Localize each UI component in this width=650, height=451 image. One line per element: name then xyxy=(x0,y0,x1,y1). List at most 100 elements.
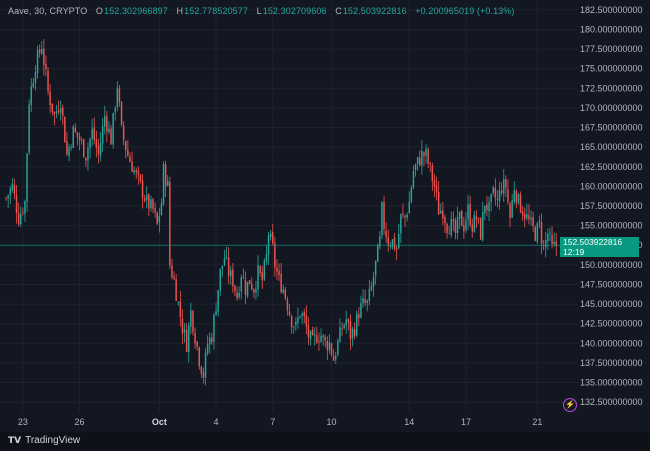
candle-body xyxy=(215,310,217,316)
candle-body xyxy=(93,127,95,141)
candle-body xyxy=(192,311,194,333)
candle-body xyxy=(442,210,444,219)
candle-body xyxy=(158,215,161,223)
low-key: L xyxy=(256,6,262,16)
candle-body xyxy=(534,227,536,241)
candle-body xyxy=(542,245,545,247)
candle-body xyxy=(330,343,333,355)
candle-body xyxy=(316,335,318,343)
candle-body xyxy=(299,316,301,318)
candle-body xyxy=(209,337,211,345)
candle-body xyxy=(385,230,387,238)
candle-body xyxy=(211,337,213,343)
y-tick-label: 135.000000000 xyxy=(580,378,643,388)
candle-body xyxy=(524,213,526,220)
candle-body xyxy=(32,82,35,88)
candle-body xyxy=(337,340,339,355)
candle-body xyxy=(377,244,379,262)
y-tick-label: 157.500000000 xyxy=(580,201,643,211)
candle-body xyxy=(17,213,20,225)
candle-body xyxy=(505,179,507,189)
candle-body xyxy=(261,272,263,281)
candle-body xyxy=(286,299,289,311)
candle-body xyxy=(104,115,106,127)
candle-body xyxy=(471,224,473,232)
candle-body xyxy=(118,88,121,103)
candle-body xyxy=(179,301,182,318)
candle-body xyxy=(540,221,543,244)
candle-body xyxy=(169,182,171,266)
candle-body xyxy=(408,201,410,214)
candle-body xyxy=(494,187,497,198)
candle-body xyxy=(465,220,467,231)
candle-body xyxy=(150,199,152,209)
candle-body xyxy=(301,313,303,316)
candle-body xyxy=(280,273,282,293)
candle-body xyxy=(70,146,72,148)
candle-body xyxy=(469,203,471,225)
candle-body xyxy=(362,297,364,304)
candle-body xyxy=(148,194,150,209)
candle-body xyxy=(515,190,518,203)
candle-body xyxy=(454,220,457,233)
candle-body xyxy=(555,241,557,246)
candle-body xyxy=(131,161,133,172)
candle-body xyxy=(545,239,547,248)
candle-body xyxy=(456,217,459,234)
lightning-icon[interactable]: ⚡ xyxy=(563,398,577,412)
candle-body xyxy=(528,215,530,220)
y-tick-label: 150.000000000 xyxy=(580,260,643,270)
candle-body xyxy=(288,311,291,315)
candle-body xyxy=(435,185,438,193)
candle-body xyxy=(244,279,247,295)
candle-body xyxy=(389,245,392,247)
candle-body xyxy=(64,117,66,143)
candle-body xyxy=(492,187,494,193)
candle-body xyxy=(500,190,503,193)
y-tick-label: 180.000000000 xyxy=(580,24,643,34)
candle-body xyxy=(368,288,371,301)
candle-body xyxy=(238,293,240,297)
candle-body xyxy=(295,321,297,326)
x-tick-label: 14 xyxy=(404,417,414,427)
x-tick-label: 26 xyxy=(75,417,85,427)
footer-bar: TV TradingView xyxy=(0,432,650,451)
candle-body xyxy=(188,325,190,353)
y-tick-label: 132.500000000 xyxy=(580,397,643,407)
candle-body xyxy=(36,50,39,74)
candle-body xyxy=(108,128,110,133)
candle-body xyxy=(49,91,51,105)
candle-body xyxy=(236,292,238,299)
candle-body xyxy=(38,49,41,53)
candle-body xyxy=(110,128,112,145)
candle-body xyxy=(320,335,322,342)
candle-body xyxy=(437,192,440,215)
candle-body xyxy=(318,341,320,343)
candle-body xyxy=(259,266,261,274)
candle-body xyxy=(398,233,400,249)
candle-body xyxy=(143,198,146,201)
candle-body xyxy=(307,325,310,338)
candle-body xyxy=(167,180,169,186)
candle-body xyxy=(173,276,175,280)
candle-body xyxy=(322,335,324,338)
candle-body xyxy=(297,317,299,323)
tradingview-brand[interactable]: TV TradingView xyxy=(8,435,80,446)
last-price-badge: 152.503922816 12:19 xyxy=(560,237,639,257)
candle-body xyxy=(95,139,98,148)
candle-body xyxy=(175,279,177,301)
x-tick-label: Oct xyxy=(152,417,167,427)
candle-body xyxy=(324,336,326,341)
tradingview-logo-icon: TV xyxy=(8,435,22,446)
candle-body xyxy=(293,326,295,328)
candle-body xyxy=(305,315,308,327)
candle-body xyxy=(517,193,520,204)
candle-body xyxy=(400,214,402,234)
candle-body xyxy=(366,300,368,303)
candle-body xyxy=(152,199,154,209)
candle-body xyxy=(341,328,343,330)
y-tick-label: 172.500000000 xyxy=(580,83,643,93)
candle-body xyxy=(66,141,68,155)
x-tick-label: 21 xyxy=(532,417,542,427)
